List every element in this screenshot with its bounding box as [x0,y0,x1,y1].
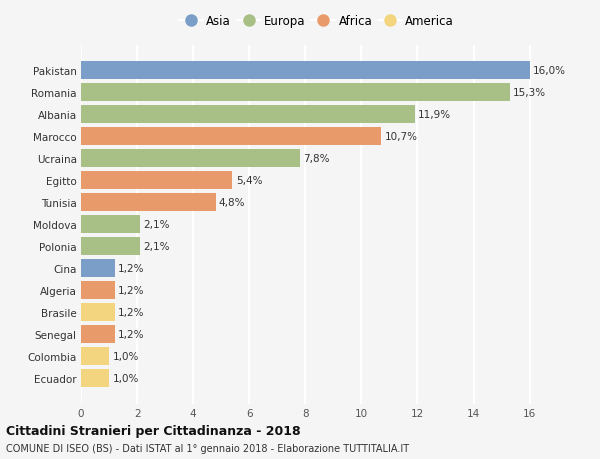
Text: 1,2%: 1,2% [118,330,145,340]
Text: 11,9%: 11,9% [418,110,451,120]
Text: 4,8%: 4,8% [219,198,245,208]
Bar [81,260,115,278]
Bar [81,106,415,124]
Bar [81,369,109,388]
Text: 1,2%: 1,2% [118,286,145,296]
Bar [81,84,510,102]
Text: 2,1%: 2,1% [143,220,170,230]
Text: 1,0%: 1,0% [112,352,139,362]
Text: 5,4%: 5,4% [236,176,262,186]
Text: 16,0%: 16,0% [533,66,566,76]
Text: 10,7%: 10,7% [385,132,418,142]
Bar [81,172,232,190]
Bar [81,128,381,146]
Bar [81,238,140,256]
Text: 7,8%: 7,8% [303,154,329,164]
Bar [81,347,109,366]
Text: 1,0%: 1,0% [112,374,139,384]
Text: 15,3%: 15,3% [514,88,547,98]
Bar [81,194,215,212]
Text: 1,2%: 1,2% [118,264,145,274]
Bar [81,282,115,300]
Text: COMUNE DI ISEO (BS) - Dati ISTAT al 1° gennaio 2018 - Elaborazione TUTTITALIA.IT: COMUNE DI ISEO (BS) - Dati ISTAT al 1° g… [6,443,409,453]
Text: 1,2%: 1,2% [118,308,145,318]
Text: Cittadini Stranieri per Cittadinanza - 2018: Cittadini Stranieri per Cittadinanza - 2… [6,425,301,437]
Bar [81,304,115,322]
Bar [81,326,115,344]
Bar [81,62,530,80]
Text: 2,1%: 2,1% [143,242,170,252]
Legend: Asia, Europa, Africa, America: Asia, Europa, Africa, America [176,12,457,30]
Bar [81,150,299,168]
Bar [81,216,140,234]
